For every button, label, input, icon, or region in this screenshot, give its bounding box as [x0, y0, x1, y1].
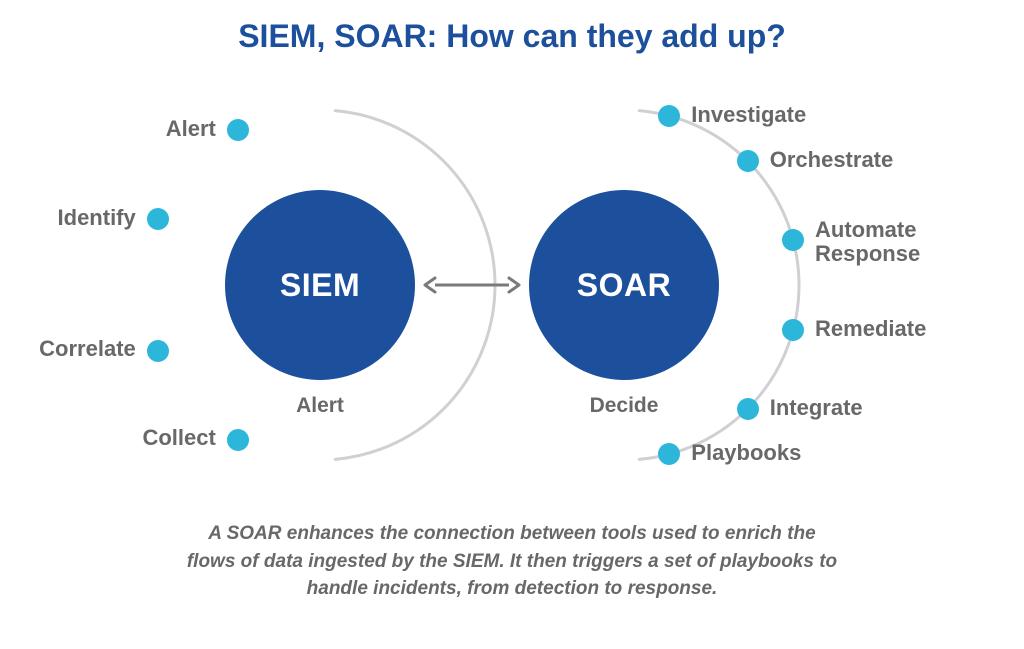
siem-circle: SIEM: [225, 190, 415, 380]
soar-dot: [658, 443, 680, 465]
siem-dot: [147, 340, 169, 362]
caption: A SOAR enhances the connection between t…: [0, 520, 1024, 603]
soar-item-label: Automate Response: [815, 218, 920, 266]
soar-item-label: Remediate: [815, 317, 926, 341]
siem-dot: [227, 429, 249, 451]
siem-sub-label: Alert: [240, 394, 400, 418]
soar-item-label: Integrate: [770, 396, 863, 420]
soar-dot: [737, 398, 759, 420]
soar-circle: SOAR: [529, 190, 719, 380]
soar-item-label: Investigate: [691, 103, 806, 127]
siem-dot: [147, 208, 169, 230]
siem-dot: [227, 119, 249, 141]
soar-dot: [658, 105, 680, 127]
soar-dot: [782, 229, 804, 251]
soar-item-label: Playbooks: [691, 441, 801, 465]
siem-item-label: Alert: [166, 117, 216, 141]
soar-sub-label: Decide: [544, 394, 704, 418]
diagram-stage: SIEM, SOAR: How can they add up? SIEM SO…: [0, 0, 1024, 649]
siem-item-label: Correlate: [39, 337, 136, 361]
soar-dot: [737, 150, 759, 172]
siem-item-label: Collect: [142, 426, 215, 450]
soar-item-label: Orchestrate: [770, 148, 894, 172]
page-title: SIEM, SOAR: How can they add up?: [0, 18, 1024, 55]
siem-item-label: Identify: [58, 206, 136, 230]
soar-dot: [782, 319, 804, 341]
